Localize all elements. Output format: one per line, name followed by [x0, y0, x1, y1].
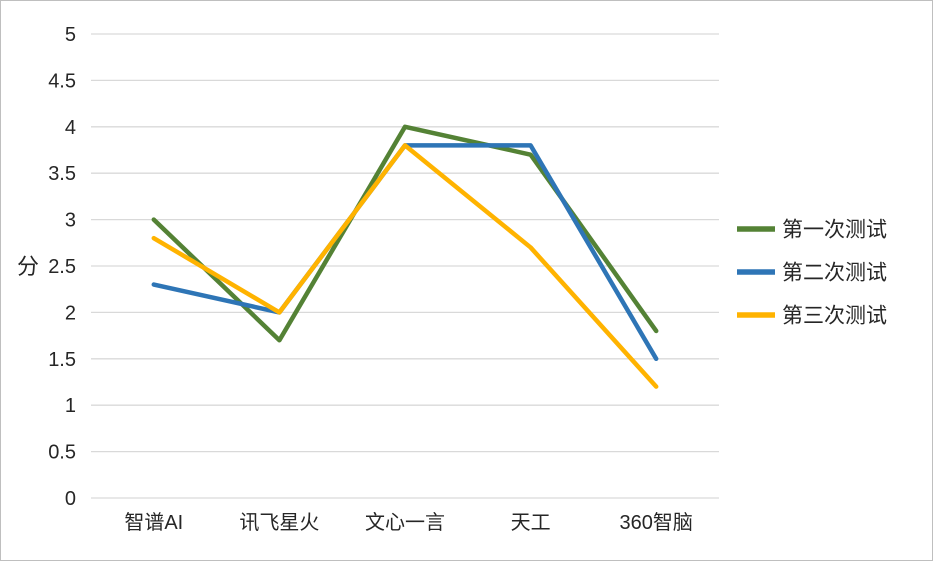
series-line-2 [151, 143, 659, 389]
legend-label-0: 第一次测试 [782, 219, 887, 242]
y-tick-label: 0.5 [48, 442, 76, 464]
y-tick-label: 2.5 [48, 256, 76, 278]
y-axis-title: 分 [17, 254, 39, 279]
legend-label-1: 第二次测试 [782, 262, 887, 285]
x-category-label: 智谱AI [124, 511, 183, 534]
y-tick-label: 1 [65, 395, 76, 417]
y-tick-label: 4 [65, 117, 76, 139]
x-category-label: 文心一言 [365, 511, 445, 534]
y-tick-label: 2 [65, 302, 76, 324]
y-tick-label: 3 [65, 210, 76, 232]
x-category-label: 讯飞星火 [239, 511, 319, 534]
x-category-label: 天工 [511, 512, 551, 534]
x-category-label: 360智脑 [620, 511, 693, 534]
series-line-1 [151, 143, 659, 362]
legend-label-2: 第三次测试 [782, 305, 887, 328]
y-tick-label: 4.5 [48, 70, 76, 92]
y-tick-label: 0 [65, 488, 76, 510]
y-tick-label: 3.5 [48, 163, 76, 185]
y-tick-label: 5 [65, 24, 76, 46]
y-tick-label: 1.5 [48, 349, 76, 371]
